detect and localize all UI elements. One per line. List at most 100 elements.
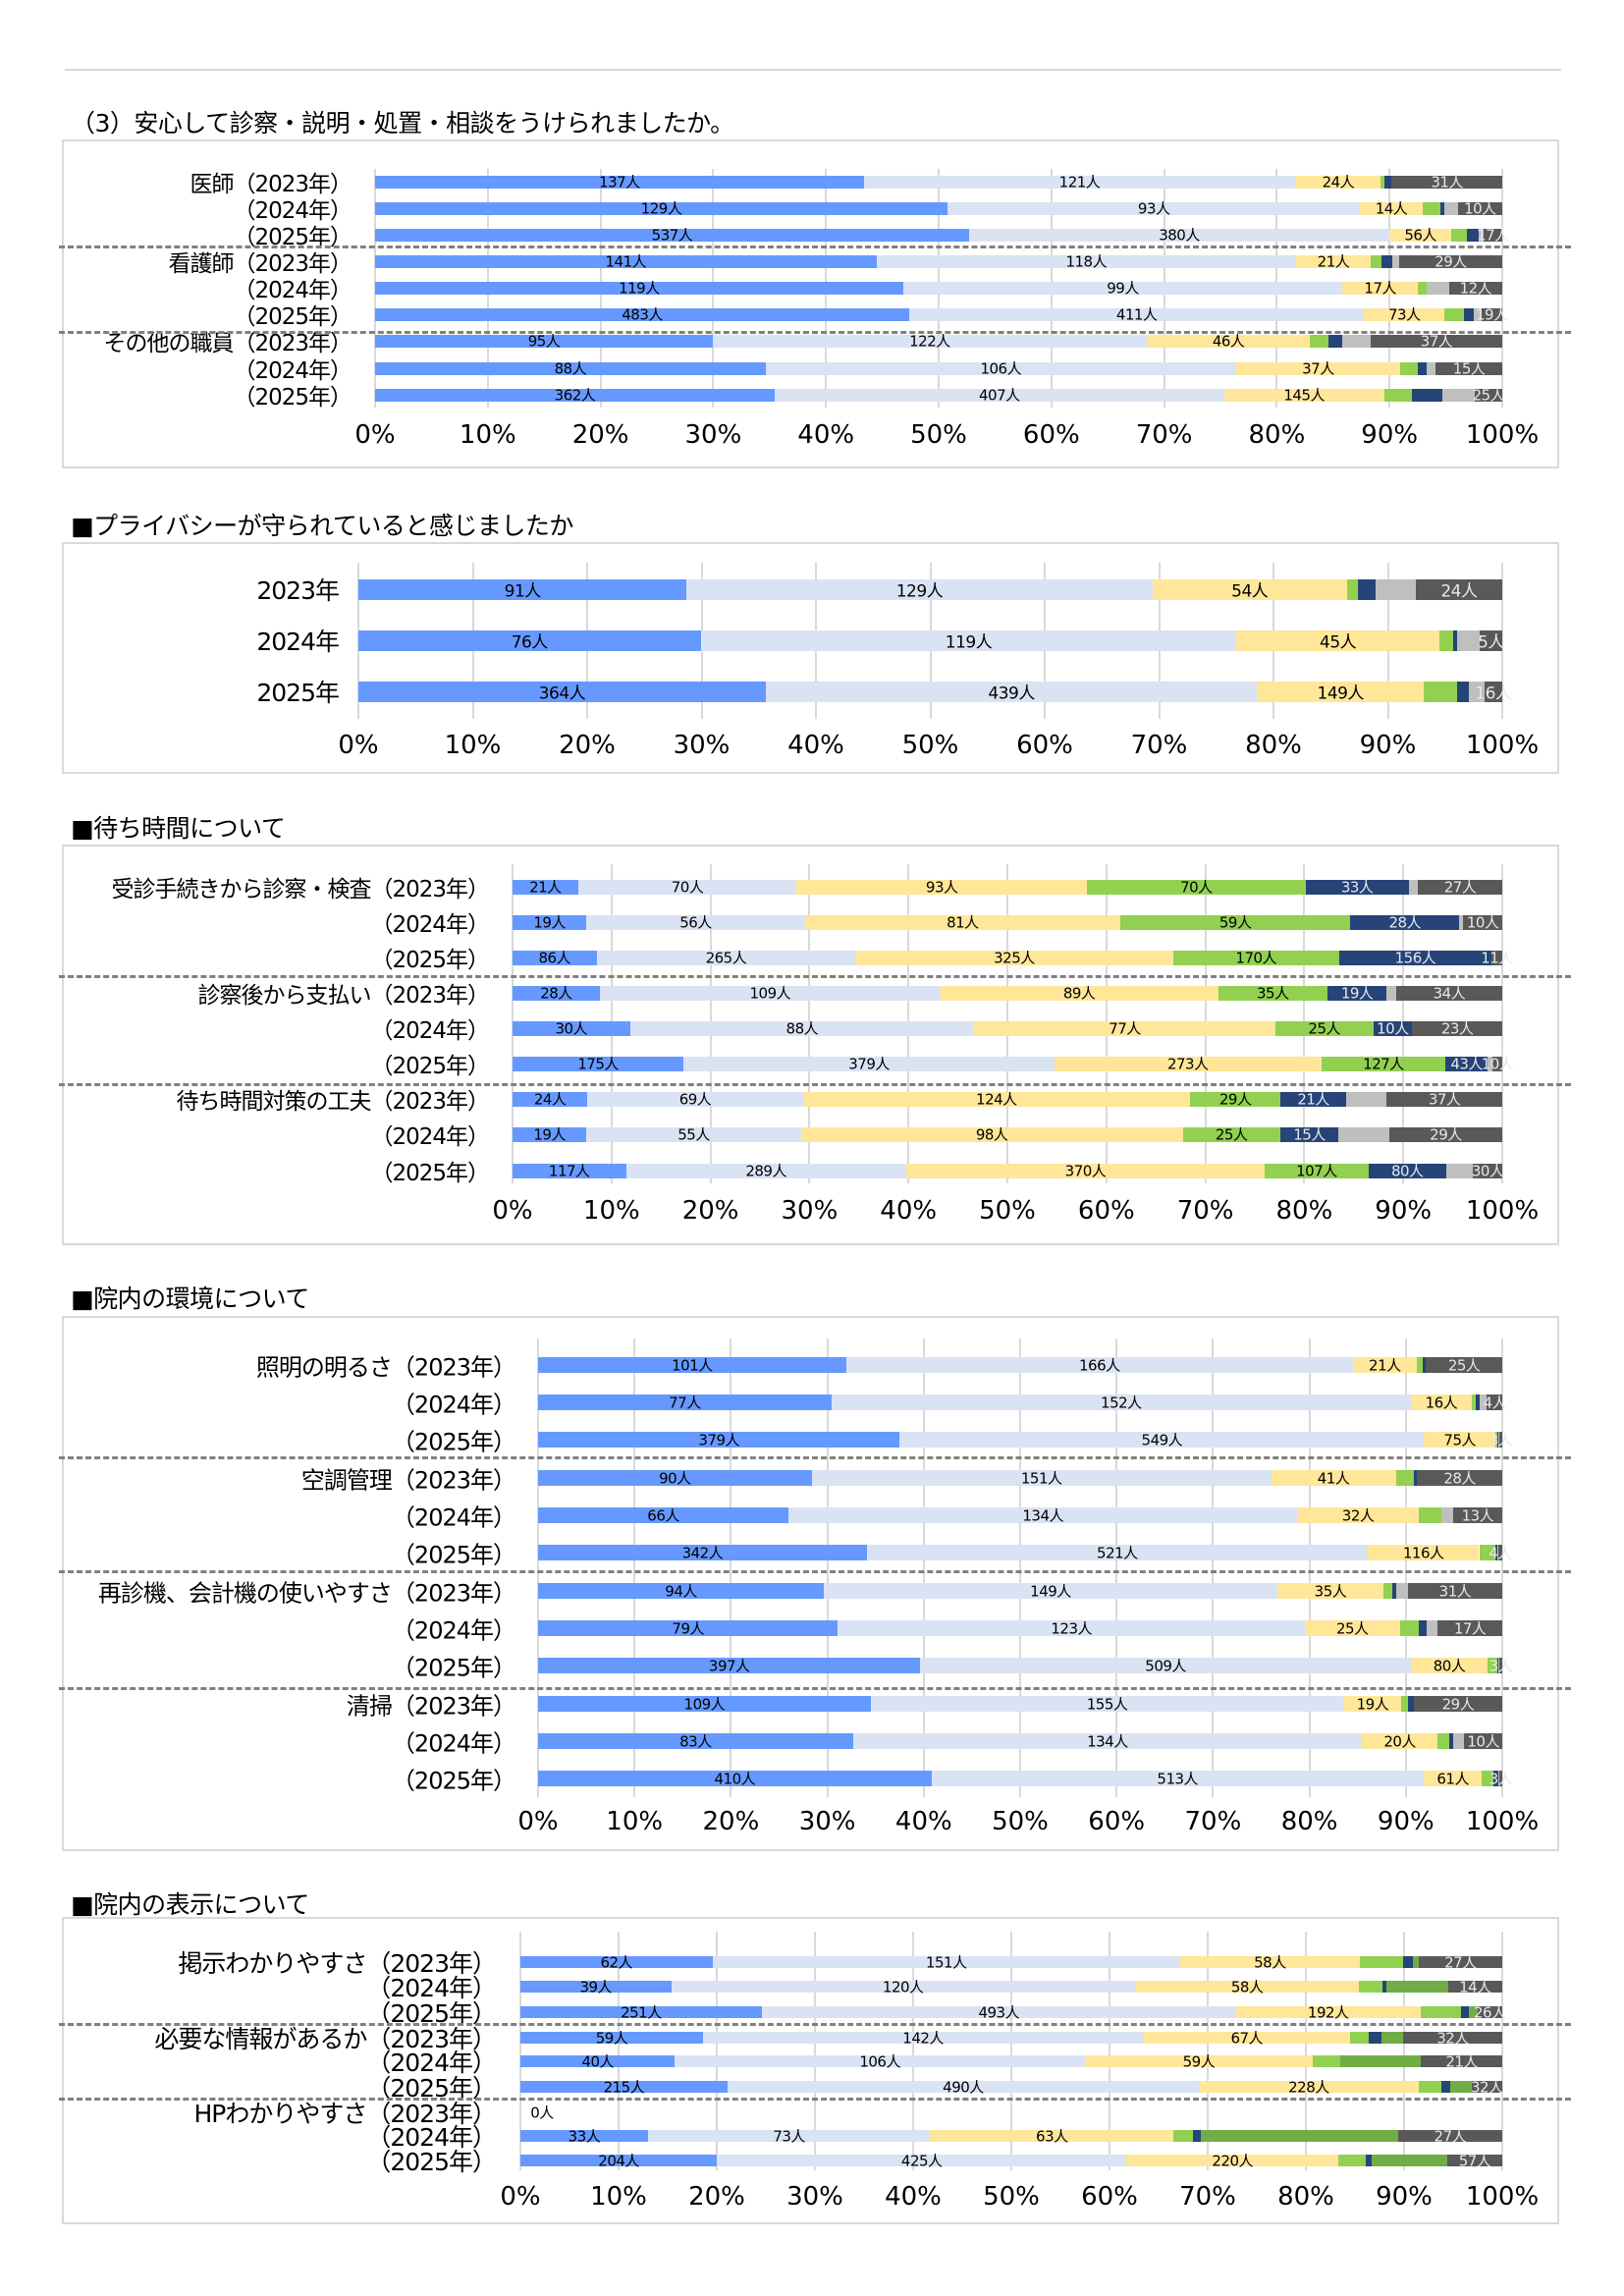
bar-segment (513, 1056, 684, 1071)
bar-segment (1448, 281, 1502, 295)
x-tick-label: 10% (459, 420, 516, 450)
x-tick-label: 40% (885, 2182, 942, 2212)
bar-segment (513, 879, 578, 895)
bar-segment (1373, 1020, 1413, 1036)
bar-segment (1376, 578, 1416, 600)
data-label: 81人 (947, 913, 979, 932)
bar-segment (1418, 1620, 1427, 1636)
gridline (922, 1339, 925, 1797)
bar-segment (375, 228, 969, 242)
bar-segment (1468, 681, 1485, 702)
bar-segment (1338, 950, 1492, 965)
data-label: 90人 (659, 1469, 691, 1488)
bar-segment (1488, 1056, 1493, 1071)
bar-segment (520, 2032, 704, 2044)
bar-segment (1474, 388, 1502, 402)
x-tick-label: 50% (992, 1807, 1049, 1836)
bar-segment (1451, 228, 1467, 242)
data-label: 80人 (1433, 1657, 1466, 1675)
data-label: 55人 (677, 1125, 710, 1144)
data-label: 25人 (1308, 1019, 1341, 1038)
bar-segment (930, 2130, 1174, 2142)
bar-segment (1452, 1507, 1502, 1523)
bar-segment (1295, 254, 1371, 268)
bar-segment (1460, 2006, 1469, 2018)
data-label: 175人 (577, 1055, 619, 1073)
category-label: （2024年） (233, 358, 352, 384)
bar-segment (1479, 228, 1484, 242)
category-label: （2024年） (233, 198, 352, 224)
data-label: 4人 (1489, 1544, 1512, 1562)
category-label: 掲示わかりやすさ（2023年） (178, 1949, 497, 1978)
data-label: 397人 (708, 1657, 750, 1675)
bar-segment (1468, 2006, 1478, 2018)
bar-segment (647, 2130, 931, 2142)
category-label: 看護師（2023年） (168, 251, 352, 277)
section-title: ■プライバシーが守られていると感じましたか (71, 512, 573, 540)
data-label: 137人 (599, 173, 640, 191)
bar-segment (375, 361, 766, 375)
category-label: 待ち時間対策の工夫（2023年） (176, 1089, 490, 1115)
data-label: 73人 (773, 2127, 805, 2146)
data-label: 14人 (1459, 1978, 1491, 1996)
bar-segment (1304, 1620, 1400, 1636)
bar-segment (831, 1394, 1411, 1410)
bar-segment (802, 1091, 1190, 1107)
x-tick-label: 20% (702, 1807, 760, 1836)
x-tick-label: 30% (673, 731, 731, 760)
x-tick-label: 20% (571, 420, 629, 450)
data-label: 362人 (554, 386, 596, 405)
gridline (1212, 1339, 1215, 1797)
bar-segment (1497, 1545, 1499, 1560)
bar-segment (1386, 985, 1396, 1001)
data-label: 228人 (1288, 2078, 1329, 2097)
x-tick-label: 0% (492, 1196, 533, 1226)
data-label: 155人 (1086, 1695, 1128, 1714)
bar-segment (1120, 914, 1351, 930)
bar-segment (1271, 1470, 1396, 1486)
bar-segment (1495, 1432, 1498, 1448)
bar-segment (1400, 361, 1419, 375)
bar-segment (1475, 1394, 1480, 1410)
bar-segment (1398, 254, 1502, 268)
top-rule (65, 69, 1561, 71)
bar-segment (596, 950, 856, 965)
bar-segment (968, 228, 1390, 242)
bar-segment (1383, 1583, 1393, 1599)
bar-segment (1391, 254, 1399, 268)
bar-segment (824, 1583, 1277, 1599)
data-label: 27人 (1434, 2127, 1467, 2146)
bar-segment (1447, 1981, 1502, 1993)
data-label: 66人 (647, 1506, 679, 1525)
data-label: 10人 (1481, 1055, 1514, 1073)
bar-segment (1497, 1658, 1499, 1673)
data-label: 19人 (1356, 1695, 1389, 1714)
chart-frame (62, 139, 1559, 468)
group-separator (59, 2098, 1571, 2101)
bar-segment (1479, 1394, 1488, 1410)
data-label: 43人 (1450, 1055, 1483, 1073)
bar-segment (765, 361, 1236, 375)
data-label: 12人 (1459, 279, 1492, 298)
x-tick-label: 40% (797, 420, 855, 450)
data-label: 3人 (1489, 1657, 1513, 1675)
bar-segment (1418, 879, 1502, 895)
data-label: 120人 (882, 1978, 924, 1996)
data-label: 141人 (605, 252, 647, 271)
category-label: （2024年） (391, 1729, 516, 1758)
bar-segment (1413, 1696, 1502, 1712)
data-label: 11人 (1481, 949, 1513, 967)
bar-segment (1471, 1394, 1476, 1410)
data-label: 134人 (1022, 1506, 1064, 1525)
bar-segment (1200, 2130, 1398, 2142)
bar-segment (902, 281, 1343, 295)
data-label: 3人 (1489, 1431, 1513, 1449)
bar-segment (1438, 629, 1453, 651)
x-tick-label: 90% (1376, 2182, 1433, 2212)
data-label: 220人 (1212, 2152, 1254, 2170)
gridline (1501, 1339, 1503, 1797)
bar-segment (1360, 201, 1423, 215)
bar-segment (1279, 1126, 1339, 1142)
bar-segment (1399, 1620, 1419, 1636)
x-tick-label: 60% (1088, 1807, 1146, 1836)
